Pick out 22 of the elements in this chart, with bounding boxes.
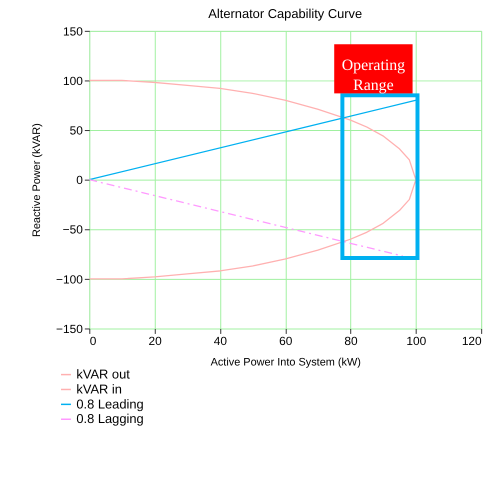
legend-label: kVAR out (76, 366, 130, 382)
y-tick-label: 0 (76, 173, 84, 188)
x-tick-label: 40 (214, 334, 228, 348)
legend-label: 0.8 Leading (76, 396, 144, 412)
y-axis-title: Reactive Power (kVAR) (31, 123, 44, 238)
x-axis-title: Active Power Into System (kW) (210, 356, 361, 369)
y-tick-label: 100 (62, 74, 84, 88)
y-tick-label: −50 (62, 222, 84, 237)
y-tick-label: 50 (70, 124, 84, 138)
x-tick-label: 20 (148, 334, 162, 348)
x-tick-label: 60 (279, 334, 293, 348)
x-tick-label: 80 (344, 334, 358, 348)
x-tick-label: 120 (462, 334, 482, 348)
y-tick-label: −150 (56, 322, 84, 336)
y-tick-label: −100 (56, 272, 84, 286)
x-tick-label: 0 (90, 334, 97, 348)
x-tick-label: 100 (406, 334, 427, 348)
legend-label: 0.8 Lagging (76, 411, 144, 426)
legend-label: kVAR in (76, 381, 122, 396)
y-tick-label: 150 (62, 24, 84, 38)
annotation: Operating Range (342, 57, 406, 94)
chart-title: Alternator Capability Curve (208, 6, 362, 21)
